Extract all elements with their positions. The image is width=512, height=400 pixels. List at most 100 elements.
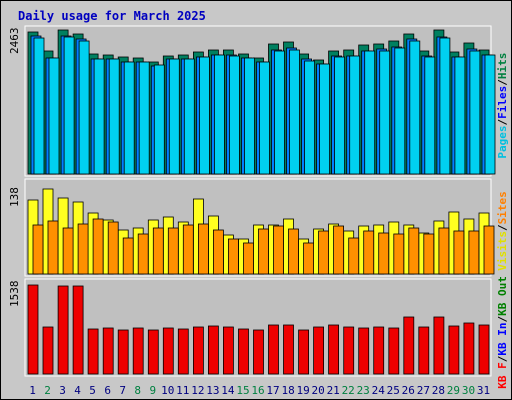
bar-pages-day-11: [183, 58, 195, 175]
bar-pages-day-23: [364, 50, 376, 175]
bar-kb-f-day-6: [102, 327, 114, 375]
bar-pages-day-8: [138, 61, 150, 175]
bar-pages-day-2: [48, 57, 60, 175]
legend-entry: Hits: [496, 53, 509, 80]
panel-middle-legend: Visits/Sites: [496, 191, 509, 271]
x-tick-label-day-10: 10: [161, 384, 174, 397]
bar-sites-day-31: [483, 225, 495, 275]
bar-sites-day-15: [243, 242, 254, 275]
x-tick-label-day-4: 4: [74, 384, 81, 397]
bar-sites-day-28: [438, 227, 450, 275]
bar-kb-f-day-1: [27, 284, 39, 375]
bar-sites-day-13: [212, 229, 224, 275]
bar-sites-day-5: [92, 218, 104, 275]
bar-sites-day-18: [288, 228, 299, 275]
bar-sites-day-1: [32, 224, 44, 275]
bar-kb-f-day-18: [283, 324, 294, 375]
bar-pages-day-30: [469, 50, 481, 175]
bar-kb-f-day-11: [177, 328, 189, 375]
legend-entry: Sites: [496, 191, 509, 224]
x-tick-label-day-5: 5: [89, 384, 96, 397]
bar-kb-f-day-4: [72, 285, 84, 375]
bar-pages-day-19: [304, 60, 316, 175]
panel-middle: 138 Visits/Sites: [8, 178, 509, 277]
bar-sites-day-4: [77, 223, 89, 275]
bar-kb-f-day-29: [448, 325, 460, 375]
panel-top-legend: Pages/Files/Hits: [496, 53, 509, 159]
bar-pages-day-1: [33, 37, 45, 175]
bar-sites-day-16: [258, 228, 269, 275]
bar-sites-day-17: [273, 225, 284, 275]
legend-entry: Pages: [496, 125, 509, 158]
bar-kb-f-day-25: [388, 327, 400, 375]
bar-sites-day-8: [137, 233, 149, 275]
legend-entry: Visits: [496, 231, 509, 271]
bar-kb-f-day-22: [343, 326, 355, 375]
bar-pages-day-3: [63, 36, 75, 175]
legend-entry: /: [496, 224, 509, 231]
panel-top-max-label: 2463: [8, 28, 21, 55]
legend-entry: /: [496, 79, 509, 86]
bar-sites-day-26: [408, 227, 420, 275]
x-tick-label-day-2: 2: [44, 384, 51, 397]
chart-title: Daily usage for March 2025: [18, 9, 206, 23]
bar-sites-day-30: [468, 230, 480, 275]
legend-entry: KB In: [496, 322, 509, 355]
bar-sites-day-23: [363, 230, 375, 275]
x-tick-label-day-15: 15: [236, 384, 249, 397]
x-tick-label-day-16: 16: [251, 384, 264, 397]
bar-pages-day-29: [454, 56, 466, 175]
panel-bottom-max-label: 1538: [8, 281, 21, 308]
bar-kb-f-day-24: [373, 326, 385, 375]
x-tick-label-day-19: 19: [296, 384, 309, 397]
bar-pages-day-16: [259, 61, 270, 175]
x-tick-label-day-22: 22: [342, 384, 355, 397]
bar-pages-day-9: [153, 64, 165, 175]
x-tick-label-day-30: 30: [462, 384, 475, 397]
x-tick-label-day-12: 12: [191, 384, 204, 397]
bar-pages-day-27: [424, 56, 436, 175]
bar-kb-f-day-23: [358, 327, 370, 375]
bar-pages-day-25: [394, 47, 406, 175]
bar-pages-day-22: [349, 55, 361, 175]
legend-entry: /: [496, 118, 509, 125]
bar-sites-day-25: [393, 233, 405, 275]
x-tick-label-day-25: 25: [387, 384, 400, 397]
x-tick-label-day-26: 26: [402, 384, 415, 397]
x-tick-label-day-8: 8: [134, 384, 141, 397]
bar-kb-f-day-13: [207, 325, 219, 375]
bar-sites-day-21: [333, 225, 345, 275]
bar-pages-day-31: [484, 54, 496, 175]
bar-pages-day-13: [213, 54, 225, 175]
x-tick-label-day-31: 31: [477, 384, 490, 397]
x-tick-label-day-11: 11: [176, 384, 189, 397]
bar-pages-day-15: [244, 57, 255, 175]
x-tick-label-day-1: 1: [29, 384, 36, 397]
bar-kb-f-day-12: [192, 326, 204, 375]
legend-entry: KB Out: [496, 276, 509, 316]
bar-pages-day-6: [108, 58, 120, 175]
bar-sites-day-20: [318, 230, 330, 275]
bar-pages-day-18: [289, 49, 300, 175]
bar-kb-f-day-10: [162, 327, 174, 375]
panel-middle-max-label: 138: [8, 187, 21, 207]
bar-kb-f-day-8: [132, 327, 144, 375]
x-tick-label-day-28: 28: [432, 384, 445, 397]
bar-kb-f-day-19: [298, 329, 310, 375]
bar-pages-day-12: [198, 56, 210, 175]
x-tick-label-day-20: 20: [311, 384, 324, 397]
bar-pages-day-4: [78, 40, 90, 175]
bar-kb-f-day-7: [117, 329, 129, 375]
x-tick-label-day-13: 13: [206, 384, 219, 397]
bar-pages-day-24: [379, 50, 391, 175]
bar-sites-day-24: [378, 232, 390, 275]
legend-entry: /: [496, 315, 509, 322]
bar-kb-f-day-15: [238, 328, 249, 375]
bar-sites-day-19: [303, 242, 315, 275]
bar-sites-day-3: [62, 227, 74, 275]
legend-entry: /: [496, 355, 509, 362]
legend-entry: Files: [496, 86, 509, 119]
